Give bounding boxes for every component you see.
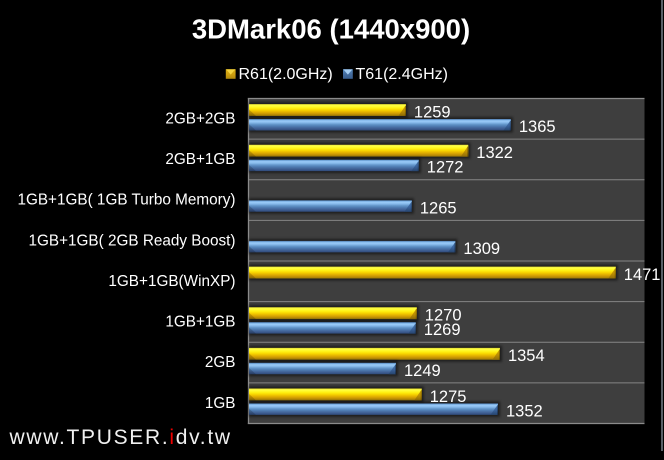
svg-text:1GB+1GB(WinXP): 1GB+1GB(WinXP)	[108, 273, 235, 290]
svg-text:1309: 1309	[463, 240, 500, 258]
svg-text:1270: 1270	[425, 307, 462, 325]
svg-text:1259: 1259	[414, 103, 451, 121]
svg-text:1275: 1275	[430, 388, 467, 406]
svg-text:1352: 1352	[506, 402, 543, 420]
svg-text:1249: 1249	[404, 362, 441, 380]
svg-text:1354: 1354	[508, 347, 545, 365]
svg-text:1269: 1269	[424, 321, 461, 339]
svg-text:2GB+1GB: 2GB+1GB	[165, 151, 235, 168]
svg-text:1365: 1365	[519, 118, 556, 136]
svg-text:3DMark06 (1440x900): 3DMark06 (1440x900)	[192, 14, 470, 45]
svg-text:2GB+2GB: 2GB+2GB	[165, 110, 235, 127]
svg-text:1GB+1GB( 2GB Ready Boost): 1GB+1GB( 2GB Ready Boost)	[28, 232, 235, 249]
svg-text:1GB+1GB( 1GB Turbo Memory): 1GB+1GB( 1GB Turbo Memory)	[17, 192, 235, 209]
svg-text:1471: 1471	[624, 266, 661, 284]
svg-text:1GB+1GB: 1GB+1GB	[165, 314, 235, 331]
svg-text:1265: 1265	[420, 199, 457, 217]
svg-text:1322: 1322	[476, 144, 513, 162]
svg-text:T61(2.4GHz): T61(2.4GHz)	[356, 66, 448, 83]
svg-text:1GB: 1GB	[205, 395, 236, 412]
svg-text:1272: 1272	[427, 159, 464, 177]
svg-text:R61(2.0GHz): R61(2.0GHz)	[239, 66, 333, 83]
svg-text:2GB: 2GB	[205, 354, 236, 371]
svg-text:www.TPUSER.idv.tw: www.TPUSER.idv.tw	[9, 426, 232, 449]
